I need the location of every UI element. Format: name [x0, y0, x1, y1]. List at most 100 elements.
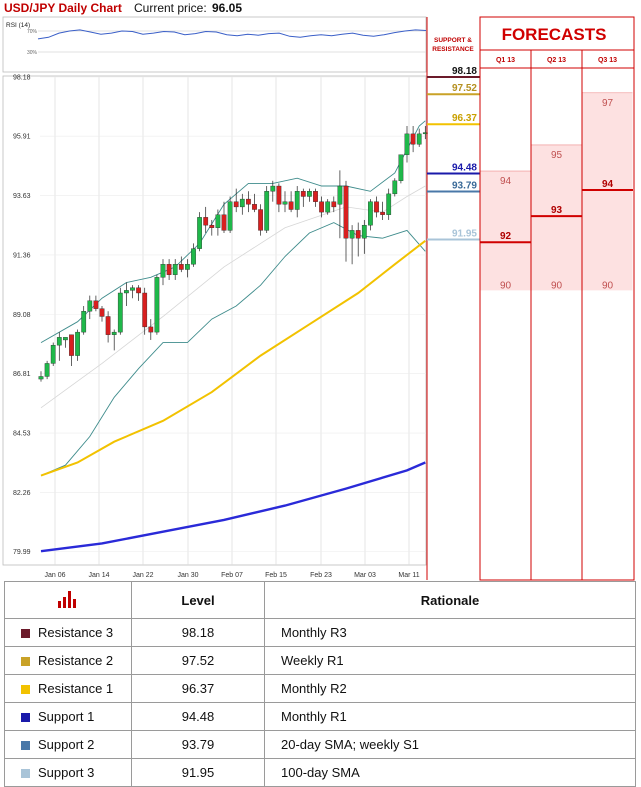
candle-body	[343, 185, 349, 239]
forecast-columns: Q1 13 94 92 90 Q2 13 95 93 90 Q3 13 97 94 90	[480, 57, 633, 291]
candle-body	[227, 201, 233, 231]
candle-body	[331, 201, 337, 208]
price-plot-frame	[2, 75, 427, 566]
level-rationale: 100-day SMA	[264, 758, 636, 787]
level-color-swatch	[21, 685, 30, 694]
candle-body	[105, 316, 111, 335]
candle-body	[172, 264, 178, 275]
candle-body	[130, 287, 135, 291]
table-row: Resistance 2 97.52 Weekly R1	[4, 646, 636, 675]
forecast-quarter-label: Q2 13	[547, 57, 566, 64]
table-row: Support 2 93.79 20-day SMA; weekly S1	[4, 730, 636, 759]
level-name-cell: Resistance 1	[4, 674, 132, 703]
candle-body	[221, 214, 227, 231]
candle-body	[75, 331, 80, 356]
candle-body	[307, 191, 312, 197]
table-row: Resistance 3 98.18 Monthly R3	[4, 618, 636, 647]
sr-level-label: 96.37	[452, 113, 477, 124]
candle-body	[380, 211, 385, 215]
y-tick-label: 86.81	[13, 371, 31, 378]
level-rationale: 20-day SMA; weekly S1	[264, 730, 636, 759]
x-tick-label: Feb 07	[221, 572, 243, 579]
candle-body	[69, 334, 74, 356]
rsi-panel: RSI (14) 70% 30%	[2, 16, 427, 73]
candle-body	[142, 292, 148, 328]
levels-table: Level Rationale Resistance 3 98.18 Monthly…	[4, 581, 636, 787]
y-tick-label: 93.63	[13, 193, 31, 200]
candle-body	[117, 292, 123, 333]
level-color-swatch	[21, 769, 30, 778]
rsi-label: RSI (14)	[6, 22, 30, 29]
candle-body	[282, 201, 288, 205]
candle-body	[111, 331, 117, 335]
candle-body	[166, 264, 172, 275]
support-resistance-panel: SUPPORT & RESISTANCE 98.18 97.52 96.37 94.4…	[426, 17, 480, 580]
forecast-low-value: 90	[551, 280, 563, 291]
candle-body	[185, 264, 190, 270]
candle-body	[252, 204, 257, 210]
level-name-cell: Support 2	[4, 730, 132, 759]
chart-title: USD/JPY Daily Chart	[4, 1, 122, 15]
forecast-low-value: 90	[500, 280, 512, 291]
level-rationale: Monthly R3	[264, 618, 636, 647]
candle-body	[81, 311, 87, 333]
x-tick-label: Mar 03	[354, 572, 376, 579]
candle-body	[38, 376, 44, 380]
candle-body	[319, 201, 324, 213]
sma-100-line	[40, 240, 426, 477]
level-name-cell: Support 3	[4, 758, 132, 787]
candle-body	[337, 185, 343, 205]
sr-level-label: 97.52	[452, 83, 477, 94]
y-tick-label: 95.91	[13, 134, 31, 141]
candle-body	[349, 230, 355, 239]
candle-body	[239, 198, 245, 208]
level-name: Support 3	[38, 765, 95, 780]
candle-body	[124, 290, 129, 294]
candle-body	[410, 133, 416, 145]
level-color-swatch	[21, 657, 30, 666]
forecast-quarter-label: Q1 13	[496, 57, 515, 64]
level-name-cell: Resistance 2	[4, 646, 132, 675]
candle-body	[215, 214, 221, 228]
y-tick-label: 84.53	[13, 431, 31, 438]
x-axis-ticks: Jan 06 Jan 14 Jan 22 Jan 30 Feb 07 Feb 15 Feb …	[44, 572, 419, 579]
candle-body	[44, 363, 50, 377]
current-price-label: Current price:	[134, 1, 207, 15]
x-tick-label: Jan 06	[44, 572, 65, 579]
candle-body	[374, 201, 379, 213]
level-value: 97.52	[131, 646, 265, 675]
forecast-range-band	[531, 144, 582, 291]
forecasts-panel: FORECASTS Q1 13 94 92 90 Q2 13 95 93 90 Q3 13 97 9…	[479, 16, 635, 581]
x-tick-label: Mar 11	[398, 572, 419, 579]
x-tick-label: Jan 14	[88, 572, 109, 579]
level-name-cell: Support 1	[4, 702, 132, 731]
candle-body	[294, 191, 300, 210]
sr-level-label: 91.95	[452, 229, 477, 240]
candle-body	[63, 337, 68, 341]
candle-body	[386, 193, 392, 215]
level-name: Support 1	[38, 709, 95, 724]
candle-body	[209, 224, 215, 228]
candle-body	[99, 308, 105, 317]
candle-body	[203, 217, 209, 226]
table-row: Support 1 94.48 Monthly R1	[4, 702, 636, 731]
sr-level-label: 94.48	[452, 163, 477, 174]
candle-body	[87, 300, 93, 312]
bar-chart-icon	[58, 590, 76, 608]
y-tick-label: 79.99	[13, 549, 31, 556]
rsi-level-30-label: 30%	[27, 50, 38, 56]
sr-header-line1: SUPPORT &	[434, 37, 472, 44]
level-rationale: Monthly R2	[264, 674, 636, 703]
level-color-swatch	[21, 629, 30, 638]
table-body: Resistance 3 98.18 Monthly R3 Resistance 2 9…	[4, 618, 636, 787]
table-row: Support 3 91.95 100-day SMA	[4, 758, 636, 787]
level-name: Support 2	[38, 737, 95, 752]
candle-body	[288, 201, 294, 210]
candle-body	[392, 180, 398, 195]
candle-body	[178, 264, 184, 270]
candle-body	[136, 287, 141, 294]
candle-body	[368, 201, 373, 226]
y-tick-label: 98.18	[13, 75, 31, 82]
level-value: 91.95	[131, 758, 265, 787]
level-value: 94.48	[131, 702, 265, 731]
